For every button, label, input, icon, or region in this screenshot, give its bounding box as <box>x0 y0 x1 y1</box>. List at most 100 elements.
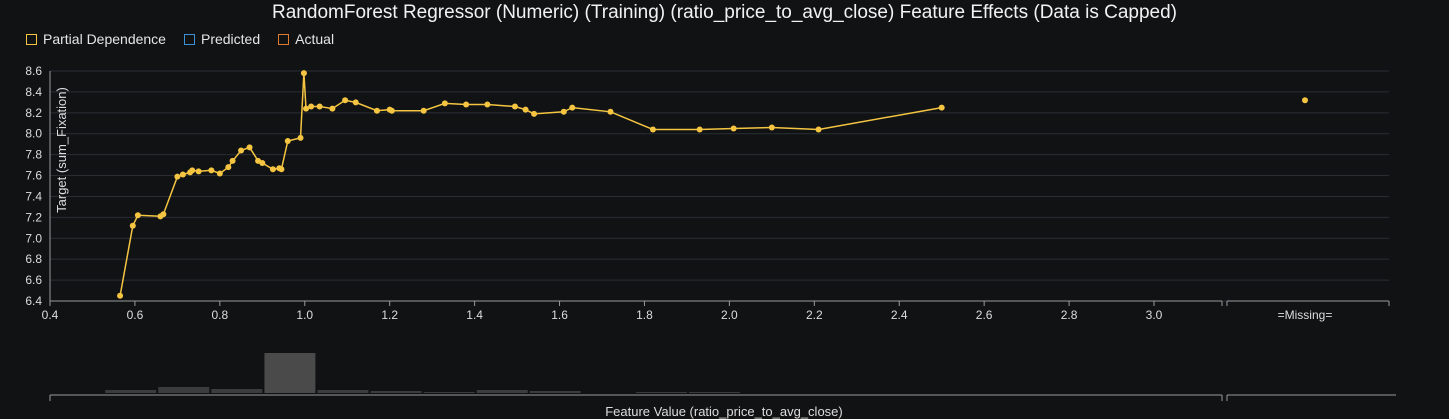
data-point <box>229 157 236 164</box>
y-tick-label: 7.4 <box>25 189 42 203</box>
x-tick-label: 1.0 <box>296 308 313 322</box>
chart-title: RandomForest Regressor (Numeric) (Traini… <box>272 2 1177 23</box>
x-tick-label: 2.8 <box>1061 308 1078 322</box>
legend-swatch-partial-dependence <box>26 33 37 45</box>
histogram-bar <box>158 387 210 393</box>
partial-dependence-line <box>119 73 942 296</box>
y-tick-label: 7.0 <box>25 231 42 245</box>
histogram-bar <box>529 391 581 393</box>
data-point <box>195 168 202 175</box>
x-axis: 0.4 0.6 0.8 1.0 1.2 1.4 1.6 1.8 2.0 2.2 2.4 2.6 2.8 3… <box>42 300 1390 322</box>
legend-swatch-predicted <box>183 33 195 45</box>
x-tick-label: 1.6 <box>551 308 568 322</box>
y-tick-label: 6.6 <box>25 273 42 287</box>
legend-swatch-actual <box>278 33 290 45</box>
legend-item-partial-dependence[interactable]: Partial Dependence <box>26 31 166 47</box>
data-point <box>352 99 359 106</box>
data-point <box>216 170 223 177</box>
histogram-bar <box>370 391 422 393</box>
data-point <box>246 144 253 151</box>
data-point <box>208 167 215 174</box>
x-tick-label: 3.0 <box>1146 308 1163 322</box>
data-point <box>269 166 276 173</box>
data-point <box>308 103 315 110</box>
data-point <box>179 171 186 178</box>
x-tick-label: 2.0 <box>721 308 738 322</box>
legend-item-actual[interactable]: Actual <box>278 31 334 47</box>
y-tick-label: 8.0 <box>25 127 42 141</box>
y-axis-title: Target (sum_Fixation) <box>54 87 69 213</box>
data-point <box>522 106 529 113</box>
histogram-bar <box>211 389 263 393</box>
y-tick-label: 6.8 <box>25 252 42 266</box>
x-tick-label: 1.4 <box>466 308 483 322</box>
data-point <box>174 173 181 180</box>
y-axis: 6.4 6.6 6.8 7.0 7.2 7.4 7.6 7.8 8.0 8.2 8.4 8.6 <box>25 64 51 308</box>
data-point <box>569 104 576 111</box>
data-point <box>531 110 538 117</box>
data-point <box>768 124 775 131</box>
x-axis-title: Feature Value (ratio_price_to_avg_close) <box>605 404 843 419</box>
data-point <box>938 104 945 111</box>
data-point <box>259 160 266 166</box>
histogram-bar <box>264 353 316 393</box>
y-tick-label: 7.2 <box>25 210 42 224</box>
y-tick-label: 6.4 <box>25 294 42 308</box>
histogram-bar <box>317 390 369 393</box>
x-tick-label: 0.4 <box>42 308 59 322</box>
x-tick-label: 2.2 <box>806 308 823 322</box>
data-point <box>284 138 291 145</box>
data-point <box>129 222 136 229</box>
data-point <box>329 105 336 112</box>
legend: Partial Dependence Predicted Actual <box>26 31 334 47</box>
data-point <box>484 101 491 108</box>
partial-dependence-series <box>117 70 1308 299</box>
data-point <box>160 211 167 218</box>
data-point <box>815 126 822 133</box>
histogram-bar <box>105 390 157 393</box>
x-tick-label: 2.6 <box>976 308 993 322</box>
x-tick-label: 2.4 <box>891 308 908 322</box>
data-point <box>303 105 310 112</box>
legend-item-predicted[interactable]: Predicted <box>183 31 261 47</box>
data-point <box>297 134 304 141</box>
histogram-bar <box>476 390 528 393</box>
grid-lines <box>50 70 1389 302</box>
data-point <box>730 125 737 132</box>
x-tick-label: 1.8 <box>636 308 653 322</box>
histogram-bar <box>689 392 740 393</box>
legend-label-predicted: Predicted <box>200 31 261 47</box>
data-point <box>300 70 307 77</box>
data-point <box>342 97 349 104</box>
data-point <box>278 166 285 173</box>
x-tick-label: 0.8 <box>212 308 229 322</box>
x-tick-label: 1.2 <box>381 308 398 322</box>
data-point <box>560 108 567 115</box>
data-point <box>316 103 323 110</box>
histogram-bar <box>423 392 475 393</box>
data-point <box>607 108 614 115</box>
data-point <box>420 107 427 114</box>
legend-label-actual: Actual <box>295 31 335 47</box>
histogram-bar <box>635 392 687 393</box>
x-tick-label: 0.6 <box>127 308 144 322</box>
missing-tick-label: =Missing= <box>1278 308 1333 322</box>
data-point <box>225 164 232 171</box>
data-point <box>463 101 470 108</box>
data-point <box>238 147 245 154</box>
data-point <box>189 167 196 174</box>
data-point <box>134 212 141 219</box>
data-point <box>388 107 395 114</box>
legend-label-partial-dependence: Partial Dependence <box>43 31 166 47</box>
y-tick-label: 8.4 <box>25 85 42 99</box>
data-point <box>441 100 448 107</box>
histogram <box>49 353 1396 401</box>
y-tick-label: 7.8 <box>25 148 42 162</box>
y-tick-label: 8.6 <box>25 64 42 78</box>
y-tick-label: 8.2 <box>25 106 42 120</box>
data-point <box>649 126 656 133</box>
data-point <box>117 292 124 299</box>
data-point <box>373 107 380 114</box>
data-point <box>511 103 518 110</box>
